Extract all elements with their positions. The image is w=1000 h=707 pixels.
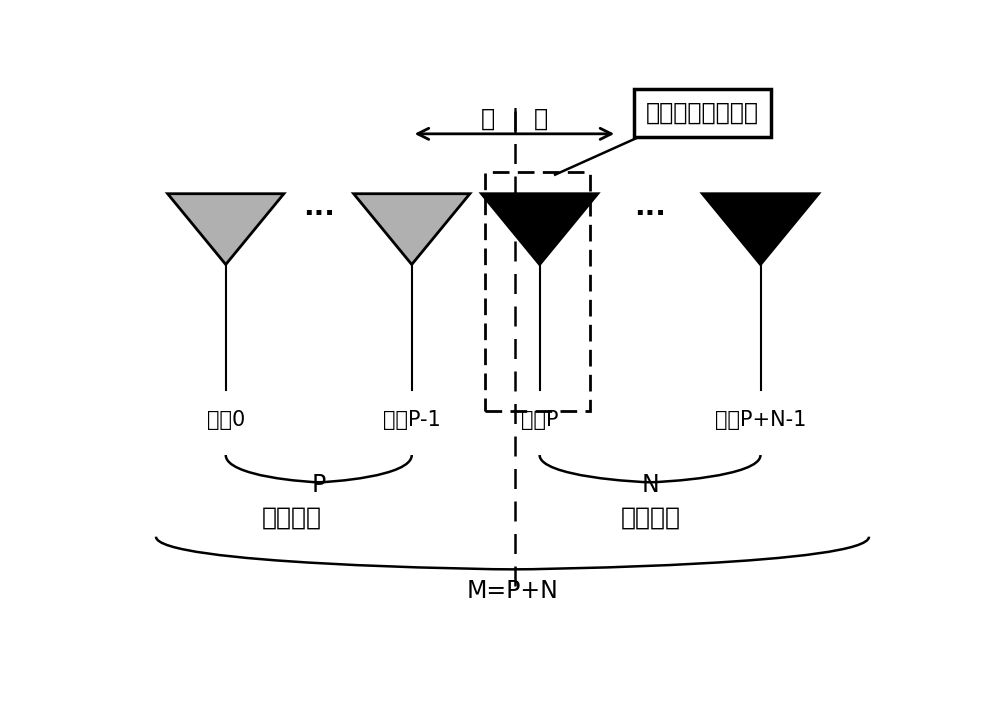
Text: P: P [312, 473, 326, 497]
Text: 阵元P-1: 阵元P-1 [383, 409, 441, 430]
Text: 辅助阵元: 辅助阵元 [262, 506, 322, 530]
Text: N: N [642, 473, 659, 497]
Text: |: | [510, 108, 519, 135]
Polygon shape [482, 194, 598, 264]
Bar [485, 172, 590, 411]
Text: 阵元P+N-1: 阵元P+N-1 [715, 409, 806, 430]
Polygon shape [702, 194, 819, 264]
Text: ...: ... [635, 193, 666, 221]
Text: ...: ... [303, 193, 335, 221]
Polygon shape [168, 194, 284, 264]
Text: 右: 右 [534, 107, 548, 131]
Text: 阵元0: 阵元0 [207, 409, 245, 430]
Polygon shape [354, 194, 470, 264]
Text: 原始阵列: 原始阵列 [620, 506, 680, 530]
Text: M=P+N: M=P+N [467, 579, 558, 603]
Text: 阵元P: 阵元P [521, 409, 558, 430]
Text: 原始阵列参考阵元: 原始阵列参考阵元 [646, 101, 759, 125]
Text: 左: 左 [481, 107, 495, 131]
